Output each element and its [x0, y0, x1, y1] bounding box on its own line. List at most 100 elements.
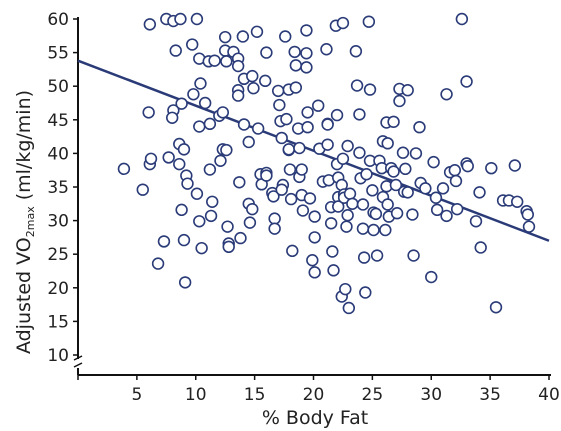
data-point — [332, 200, 345, 213]
data-point — [363, 83, 377, 96]
y-tick-label: 15 — [47, 312, 69, 332]
data-point — [175, 97, 188, 110]
data-point — [214, 154, 227, 167]
data-point — [473, 186, 486, 199]
data-point — [275, 131, 288, 145]
data-point — [283, 163, 297, 176]
data-point — [429, 191, 443, 204]
data-point — [425, 270, 438, 284]
data-point — [221, 220, 234, 233]
data-point — [246, 69, 259, 83]
y-tick-label: 45 — [47, 111, 69, 131]
data-point — [289, 59, 303, 72]
data-point — [250, 25, 264, 38]
data-point — [485, 161, 498, 175]
data-point — [508, 159, 522, 172]
data-point — [511, 195, 524, 208]
y-tick-label: 30 — [47, 212, 69, 232]
data-point — [387, 115, 400, 129]
data-point — [330, 108, 344, 122]
data-point — [390, 207, 404, 220]
data-point — [166, 111, 179, 124]
x-tick-label: 25 — [362, 385, 384, 405]
data-point — [461, 159, 474, 173]
data-point — [356, 198, 370, 211]
y-axis-label-main: Adjusted VO — [13, 237, 35, 354]
points-layer — [117, 12, 536, 315]
data-point — [187, 88, 200, 101]
axis-break-mark — [73, 355, 83, 361]
data-point — [357, 251, 371, 264]
data-point — [175, 203, 188, 217]
data-point — [282, 143, 295, 156]
data-point — [469, 215, 483, 228]
data-point — [413, 120, 426, 134]
data-point — [436, 182, 450, 195]
data-point — [195, 241, 208, 255]
data-point — [308, 210, 321, 223]
data-point — [327, 264, 340, 277]
y-tick-label: 35 — [47, 178, 69, 198]
data-point — [242, 135, 255, 149]
data-point — [268, 212, 281, 225]
data-point — [389, 178, 403, 192]
data-point — [174, 12, 187, 26]
data-point — [312, 99, 325, 112]
data-point — [220, 55, 233, 68]
x-tick-label: 20 — [303, 385, 325, 405]
data-point — [346, 197, 359, 211]
data-point — [236, 30, 250, 43]
data-point — [222, 240, 235, 254]
data-point — [193, 215, 206, 228]
data-point — [284, 192, 298, 206]
data-point — [341, 139, 354, 153]
data-point — [186, 38, 199, 51]
data-point — [326, 245, 339, 258]
data-point — [286, 244, 299, 258]
data-point — [379, 223, 392, 237]
y-tick-label: 10 — [47, 346, 69, 366]
data-point — [369, 207, 383, 221]
ticks-layer: 10 15 20 25 30 35 40 45 50 55 60 5 10 15 20 25 30 35 40 — [47, 10, 559, 405]
data-point — [301, 120, 314, 134]
data-point — [409, 147, 423, 160]
data-point — [293, 141, 306, 155]
data-point — [234, 231, 247, 245]
data-point — [173, 157, 186, 171]
data-point — [362, 15, 376, 28]
data-point — [243, 216, 257, 229]
data-point — [247, 82, 260, 95]
x-tick-label: 5 — [131, 385, 142, 405]
data-point — [273, 98, 286, 112]
data-point — [204, 209, 218, 223]
x-tick-label: 30 — [420, 385, 442, 405]
data-point — [193, 120, 206, 133]
y-tick-label: 60 — [47, 10, 69, 30]
data-point — [260, 169, 273, 182]
data-point — [450, 202, 464, 216]
data-point — [367, 223, 380, 237]
data-point — [336, 152, 350, 165]
data-point — [306, 254, 319, 267]
data-point — [216, 106, 230, 119]
data-point — [300, 61, 313, 74]
data-point — [406, 208, 419, 221]
data-point — [218, 30, 232, 44]
data-point — [143, 18, 157, 31]
x-tick-label: 10 — [185, 385, 207, 405]
data-point — [356, 222, 370, 235]
data-point — [208, 54, 221, 67]
data-point — [181, 177, 194, 190]
y-tick-label: 50 — [47, 77, 69, 97]
data-point — [440, 209, 453, 223]
data-point — [231, 89, 245, 102]
x-tick-label: 35 — [479, 385, 501, 405]
data-point — [206, 195, 219, 208]
data-point — [308, 231, 321, 244]
data-point — [203, 117, 217, 131]
data-point — [320, 43, 333, 56]
data-point — [151, 257, 165, 270]
data-point — [142, 106, 155, 119]
data-point — [460, 75, 473, 88]
